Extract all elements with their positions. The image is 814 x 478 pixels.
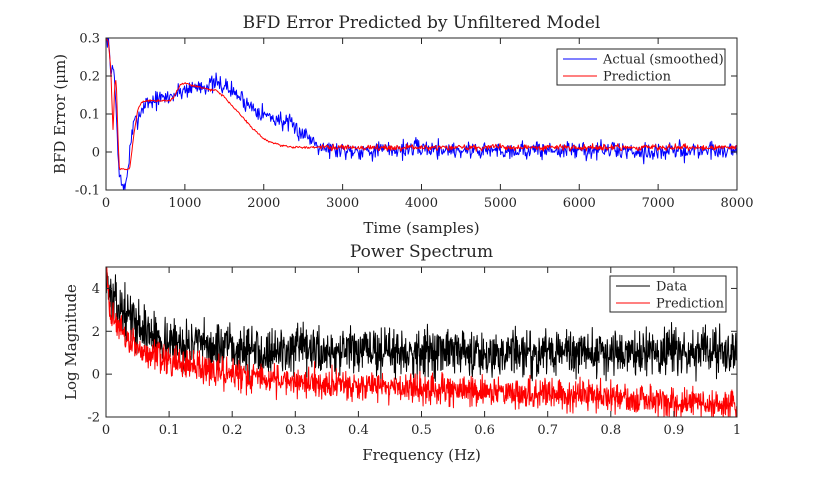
x-tick-label: 1	[733, 423, 741, 438]
spectrum-plot-title: Power Spectrum	[350, 242, 493, 262]
x-tick-label: 2000	[247, 196, 280, 211]
time-plot-legend-label-prediction: Prediction	[603, 70, 672, 85]
series-line-1-0	[106, 268, 737, 385]
time-plot-ylabel: BFD Error (μm)	[51, 54, 69, 174]
time-plot-ticks: 0 1000 2000 3000 4000 5000 6000 7000 8000-0.100.…	[75, 32, 754, 212]
x-tick-label: 1000	[168, 196, 201, 211]
x-tick-label: 5000	[484, 196, 517, 211]
y-tick-label: 0.3	[79, 32, 100, 47]
x-tick-label: 8000	[720, 196, 753, 211]
y-tick-label: -0.1	[75, 184, 100, 199]
y-tick-label: 0	[92, 368, 100, 383]
x-tick-label: 0.8	[600, 423, 621, 438]
x-tick-label: 0.5	[411, 423, 432, 438]
spectrum-plot-legend-label-prediction: Prediction	[656, 297, 725, 312]
time-plot-xlabel: Time (samples)	[363, 219, 479, 237]
x-tick-label: 0	[102, 423, 110, 438]
time-plot-legend: Actual (smoothed) Prediction	[556, 48, 726, 86]
spectrum-plot-legend: Data Prediction	[609, 275, 727, 313]
x-tick-label: 4000	[405, 196, 438, 211]
time-plot: 0 1000 2000 3000 4000 5000 6000 7000 8000-0.100.…	[51, 13, 754, 237]
x-tick-label: 0.7	[537, 423, 558, 438]
x-tick-label: 3000	[326, 196, 359, 211]
series-line-0-1	[106, 38, 737, 171]
spectrum-plot-legend-box	[609, 275, 727, 313]
y-tick-label: 2	[92, 325, 100, 340]
y-tick-label: 0	[92, 146, 100, 161]
x-tick-label: 7000	[642, 196, 675, 211]
spectrum-plot-legend-label-data: Data	[656, 280, 687, 295]
x-tick-label: 0.9	[664, 423, 685, 438]
x-tick-label: 0.4	[348, 423, 369, 438]
y-tick-label: 0.1	[79, 108, 100, 123]
series-line-1-1	[106, 267, 737, 417]
x-tick-label: 0.1	[159, 423, 180, 438]
x-tick-label: 0.2	[222, 423, 243, 438]
y-tick-label: 0.2	[79, 70, 100, 85]
x-tick-label: 0	[102, 196, 110, 211]
spectrum-plot-series-layer	[106, 267, 737, 417]
y-tick-label: -2	[87, 411, 100, 426]
spectrum-plot-xlabel: Frequency (Hz)	[362, 446, 481, 464]
series-line-0-0	[106, 38, 737, 190]
x-tick-label: 6000	[563, 196, 596, 211]
time-plot-title: BFD Error Predicted by Unfiltered Model	[243, 13, 601, 33]
time-plot-series-layer	[106, 38, 737, 190]
time-plot-legend-box	[556, 48, 726, 86]
spectrum-plot-ylabel: Log Magnitude	[62, 284, 80, 400]
time-plot-legend-label-actual: Actual (smoothed)	[602, 53, 724, 68]
y-tick-label: 4	[92, 282, 100, 297]
x-tick-label: 0.3	[285, 423, 306, 438]
x-tick-label: 0.6	[474, 423, 495, 438]
